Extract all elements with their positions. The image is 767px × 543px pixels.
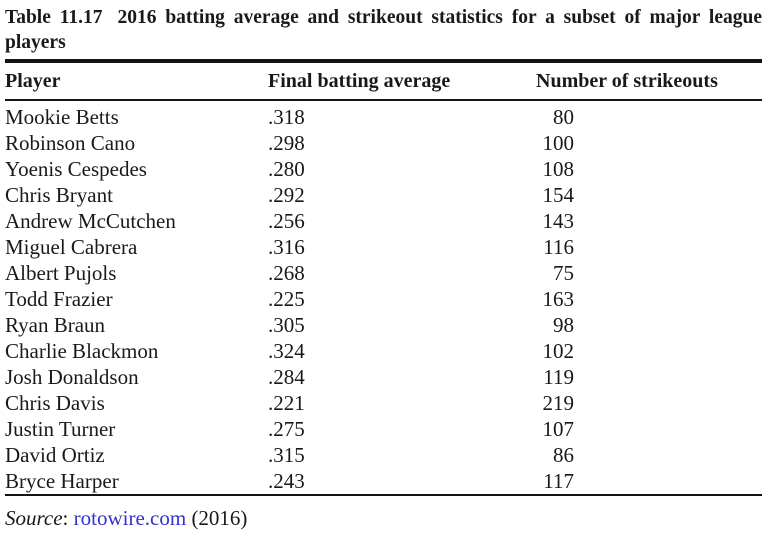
strikeouts-cell: 163 — [528, 286, 762, 312]
column-header-player: Player — [5, 61, 260, 101]
table-title-text: 2016 batting average and strikeout stati… — [5, 7, 762, 53]
strikeouts-value: 86 — [553, 443, 574, 467]
table-title-label: Table 11.17 — [5, 7, 103, 28]
strikeouts-value: 80 — [553, 105, 574, 129]
batting-average-cell: .275 — [268, 417, 305, 441]
table-row: Bryce Harper .243 117 — [5, 468, 762, 495]
strikeouts-value: 219 — [542, 391, 575, 415]
table-row: Charlie Blackmon .324 102 — [5, 338, 762, 364]
table-row: Robinson Cano .298 100 — [5, 130, 762, 156]
table-row: Albert Pujols .268 75 — [5, 260, 762, 286]
batting-average-cell: .268 — [268, 261, 305, 285]
player-name-cell: Robinson Cano — [5, 131, 136, 155]
strikeouts-value: 117 — [543, 469, 574, 493]
table-row: Miguel Cabrera .316 116 — [5, 234, 762, 260]
table-row: Yoenis Cespedes .280 108 — [5, 156, 762, 182]
batting-average-cell: .292 — [268, 183, 305, 207]
source-label: Source — [5, 506, 63, 530]
strikeouts-value: 154 — [542, 183, 575, 207]
table-row: Ryan Braun .305 98 — [5, 312, 762, 338]
source-link[interactable]: rotowire.com — [73, 506, 187, 530]
strikeouts-cell: 107 — [528, 416, 762, 442]
strikeouts-value: 163 — [542, 287, 575, 311]
source-line: Source: rotowire.com (2016) — [5, 505, 762, 531]
strikeouts-cell: 80 — [528, 100, 762, 130]
strikeouts-cell: 154 — [528, 182, 762, 208]
strikeouts-cell: 86 — [528, 442, 762, 468]
strikeouts-cell: 98 — [528, 312, 762, 338]
batting-average-cell: .318 — [268, 105, 305, 129]
player-name-cell: Mookie Betts — [5, 105, 119, 129]
table-row: Chris Bryant .292 154 — [5, 182, 762, 208]
batting-average-cell: .243 — [268, 469, 305, 493]
batting-average-cell: .315 — [268, 443, 305, 467]
strikeouts-cell: 119 — [528, 364, 762, 390]
column-header-strikeouts: Number of strikeouts — [528, 61, 762, 101]
source-separator: : — [62, 506, 74, 530]
player-name-cell: Yoenis Cespedes — [5, 157, 147, 181]
player-name-cell: Miguel Cabrera — [5, 235, 138, 259]
table-row: Todd Frazier .225 163 — [5, 286, 762, 312]
column-header-batting-average: Final batting average — [260, 61, 528, 101]
stats-table: Player Final batting average Number of s… — [5, 59, 762, 496]
player-name-cell: Ryan Braun — [5, 313, 106, 337]
strikeouts-cell: 102 — [528, 338, 762, 364]
strikeouts-cell: 143 — [528, 208, 762, 234]
player-name-cell: David Ortiz — [5, 443, 105, 467]
batting-average-cell: .305 — [268, 313, 305, 337]
player-name-cell: Bryce Harper — [5, 469, 119, 493]
strikeouts-value: 119 — [543, 365, 574, 389]
strikeouts-cell: 219 — [528, 390, 762, 416]
batting-average-cell: .284 — [268, 365, 305, 389]
player-name-cell: Albert Pujols — [5, 261, 117, 285]
table-row: Andrew McCutchen .256 143 — [5, 208, 762, 234]
table-row: Chris Davis .221 219 — [5, 390, 762, 416]
strikeouts-cell: 108 — [528, 156, 762, 182]
strikeouts-cell: 117 — [528, 468, 762, 495]
table-row: David Ortiz .315 86 — [5, 442, 762, 468]
table-row: Mookie Betts .318 80 — [5, 100, 762, 130]
strikeouts-value: 102 — [542, 339, 575, 363]
table-title: Table 11.17 2016 batting average and stri… — [5, 5, 762, 55]
batting-average-cell: .298 — [268, 131, 305, 155]
player-name-cell: Charlie Blackmon — [5, 339, 159, 363]
strikeouts-value: 108 — [542, 157, 575, 181]
strikeouts-value: 75 — [553, 261, 574, 285]
table-header: Player Final batting average Number of s… — [5, 61, 762, 101]
batting-average-cell: .256 — [268, 209, 305, 233]
batting-average-cell: .225 — [268, 287, 305, 311]
table-body: Mookie Betts .318 80 Robinson Cano .298 … — [5, 100, 762, 495]
player-name-cell: Andrew McCutchen — [5, 209, 176, 233]
batting-average-cell: .324 — [268, 339, 305, 363]
strikeouts-value: 143 — [542, 209, 575, 233]
strikeouts-value: 98 — [553, 313, 574, 337]
batting-average-cell: .316 — [268, 235, 305, 259]
strikeouts-value: 100 — [542, 131, 575, 155]
batting-average-cell: .280 — [268, 157, 305, 181]
table-row: Justin Turner .275 107 — [5, 416, 762, 442]
player-name-cell: Chris Davis — [5, 391, 105, 415]
player-name-cell: Justin Turner — [5, 417, 116, 441]
strikeouts-cell: 75 — [528, 260, 762, 286]
player-name-cell: Josh Donaldson — [5, 365, 139, 389]
header-row: Player Final batting average Number of s… — [5, 61, 762, 101]
player-name-cell: Chris Bryant — [5, 183, 113, 207]
source-year: (2016) — [186, 506, 248, 530]
table-row: Josh Donaldson .284 119 — [5, 364, 762, 390]
player-name-cell: Todd Frazier — [5, 287, 113, 311]
strikeouts-cell: 116 — [528, 234, 762, 260]
strikeouts-value: 107 — [542, 417, 575, 441]
batting-average-cell: .221 — [268, 391, 305, 415]
strikeouts-cell: 100 — [528, 130, 762, 156]
strikeouts-value: 116 — [543, 235, 574, 259]
